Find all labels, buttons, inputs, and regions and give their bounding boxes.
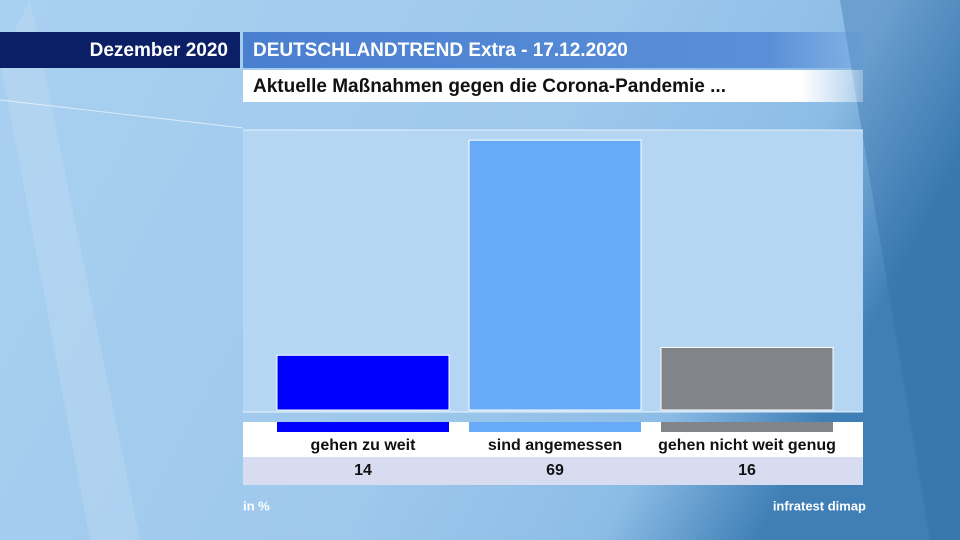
bar-foot xyxy=(661,422,833,432)
category-label: sind angemessen xyxy=(488,437,622,454)
unit-label: in % xyxy=(243,498,270,513)
title-box xyxy=(243,32,863,68)
date-label: Dezember 2020 xyxy=(90,40,228,61)
value-label: 14 xyxy=(354,462,372,479)
date-box xyxy=(0,32,240,68)
value-label: 16 xyxy=(738,462,756,479)
chart-title: DEUTSCHLANDTREND Extra - 17.12.2020 xyxy=(253,40,628,61)
category-label: gehen zu weit xyxy=(311,437,417,454)
value-row xyxy=(243,457,863,485)
decor-line xyxy=(0,99,244,129)
bar xyxy=(276,354,450,411)
bar-foot xyxy=(277,422,449,432)
value-label: 69 xyxy=(546,462,564,479)
stripe xyxy=(0,0,140,540)
chart-subtitle: Aktuelle Maßnahmen gegen die Corona-Pand… xyxy=(253,76,726,97)
bar xyxy=(660,346,834,411)
bar-foot xyxy=(469,422,641,432)
subtitle-box xyxy=(243,70,863,102)
source: infratest dimap xyxy=(773,498,866,513)
bar xyxy=(468,139,642,411)
stripe xyxy=(840,0,960,540)
category-label: gehen nicht weit genug xyxy=(658,437,836,454)
